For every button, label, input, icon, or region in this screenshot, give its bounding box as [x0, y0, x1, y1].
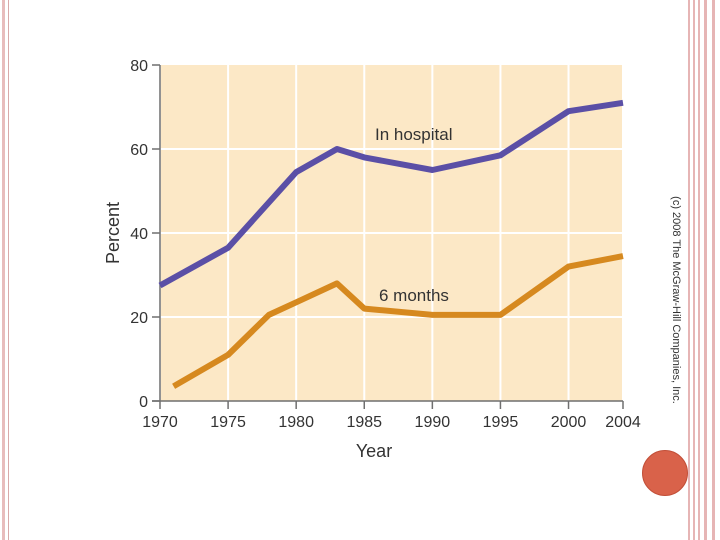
- x-tick-label: 2000: [551, 414, 587, 431]
- y-tick-label: 40: [130, 226, 148, 243]
- series-label-in-hospital: In hospital: [375, 125, 453, 144]
- y-tick-label: 20: [130, 310, 148, 327]
- slide-decoration-dot: [642, 450, 688, 496]
- grid-lines: [159, 65, 624, 401]
- x-axis: 1970 1975 1980 1985 1990 1995 2000 2004: [142, 400, 641, 431]
- series-label-6-months: 6 months: [379, 286, 449, 305]
- y-axis: 0 20 40 60 80: [130, 58, 161, 411]
- x-tick-label: 1980: [278, 414, 314, 431]
- series-line-6-months: [172, 253, 624, 389]
- y-tick-label: 0: [139, 394, 148, 411]
- y-tick-label: 60: [130, 142, 148, 159]
- right-stripes-decoration: [688, 0, 720, 540]
- series-lines: [158, 99, 624, 389]
- copyright-notice: (c) 2008 The McGraw-Hill Companies, Inc.: [670, 196, 682, 404]
- x-tick-label: 2004: [605, 414, 641, 431]
- left-border-decoration: [0, 0, 9, 540]
- y-tick-label: 80: [130, 58, 148, 75]
- y-axis-label: Percent: [103, 202, 123, 264]
- x-tick-label: 1995: [483, 414, 519, 431]
- x-tick-label: 1985: [346, 414, 382, 431]
- x-tick-label: 1970: [142, 414, 178, 431]
- x-tick-label: 1975: [210, 414, 246, 431]
- x-axis-label: Year: [356, 441, 392, 461]
- x-tick-label: 1990: [415, 414, 451, 431]
